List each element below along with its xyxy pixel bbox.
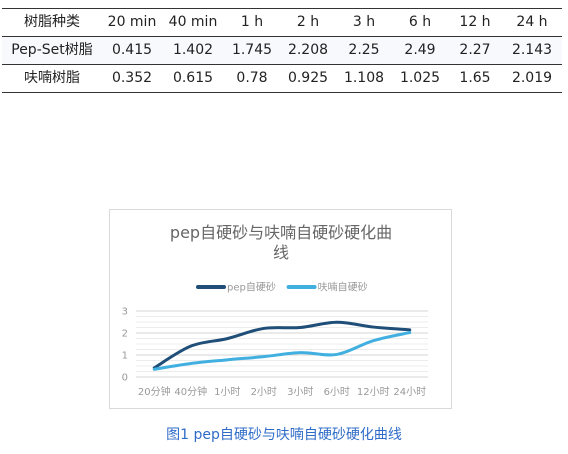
table-cell: 2.143 (511, 42, 553, 58)
series-line-1 (152, 331, 412, 371)
table-row: 呋喃树脂 0.352 0.615 0.78 0.925 1.108 1.025 … (2, 65, 562, 93)
x-tick-label: 3小时 (287, 386, 313, 398)
header-3h: 3 h (352, 14, 376, 30)
header-2h: 2 h (296, 14, 320, 30)
table-cell: 0.352 (111, 70, 153, 86)
table-row: Pep-Set树脂 0.415 1.402 1.745 2.208 2.25 2… (2, 36, 562, 65)
table-cell: 1.025 (399, 70, 441, 86)
table-cell: 2.208 (287, 42, 329, 58)
x-axis-ticks: 20分钟 40分钟 1小时 2小时 3小时 6小时 12小时 24小时 (138, 385, 426, 398)
chart-title-line: 线 (273, 243, 289, 262)
header-12h: 12 h (459, 14, 491, 30)
table-header-row: 树脂种类 20 min 40 min 1 h 2 h 3 h 6 h 12 h … (2, 8, 562, 37)
chart-title: pep自硬砂与呋喃自硬砂硬化曲线 (170, 223, 392, 262)
header-24h: 24 h (516, 14, 548, 30)
table-cell: 呋喃树脂 (24, 70, 80, 86)
x-tick-label: 1小时 (214, 386, 240, 398)
table-cell: 0.415 (111, 42, 153, 58)
chart-title-line: pep自硬砂与呋喃自硬砂硬化曲 (170, 223, 392, 242)
chart-series (152, 320, 412, 371)
table-cell: 0.615 (172, 70, 214, 86)
chart-grid (136, 310, 428, 378)
legend-label-0: pep自硬砂 (227, 281, 276, 294)
table-cell: Pep-Set树脂 (11, 42, 93, 58)
chart-legend: pep自硬砂 呋喃自硬砂 (196, 281, 368, 294)
y-tick-label: 3 (122, 307, 128, 318)
x-tick-label: 6小时 (324, 386, 350, 398)
y-tick-label: 0 (122, 373, 128, 384)
table-cell: 2.25 (348, 42, 380, 58)
resin-hardness-table: 树脂种类 20 min 40 min 1 h 2 h 3 h 6 h 12 h … (2, 8, 562, 93)
y-tick-label: 2 (122, 329, 128, 340)
header-6h: 6 h (408, 14, 432, 30)
table-cell: 0.78 (236, 70, 268, 86)
table-cell: 2.49 (404, 42, 436, 58)
table-cell: 1.745 (231, 42, 273, 58)
header-resin-type: 树脂种类 (24, 14, 80, 30)
x-tick-label: 2小时 (251, 386, 277, 398)
table-cell: 1.108 (343, 70, 385, 86)
table-cell: 2.019 (511, 70, 553, 86)
header-1h: 1 h (240, 14, 264, 30)
y-axis-ticks: 0 1 2 3 (122, 307, 128, 384)
chart-canvas: pep自硬砂与呋喃自硬砂硬化曲线 pep自硬砂 呋喃自硬砂 0 1 2 3 20分钟 40… (122, 223, 428, 398)
table-cell: 1.65 (459, 70, 491, 86)
y-tick-label: 1 (122, 351, 128, 362)
table-cell: 2.27 (459, 42, 491, 58)
x-tick-label: 24小时 (393, 386, 426, 398)
table-cell: 1.402 (172, 42, 214, 58)
x-tick-label: 20分钟 (138, 385, 171, 398)
figure-caption: 图1 pep自硬砂与呋喃自硬砂硬化曲线 (166, 427, 402, 443)
header-40min: 40 min (168, 14, 218, 30)
x-tick-label: 12小时 (357, 386, 390, 398)
x-tick-label: 40分钟 (174, 385, 207, 398)
header-20min: 20 min (107, 14, 157, 30)
hardening-curve-chart: pep自硬砂与呋喃自硬砂硬化曲线 pep自硬砂 呋喃自硬砂 0 1 2 3 20分钟 40… (109, 209, 452, 409)
table-cell: 0.925 (287, 70, 329, 86)
series-line-0 (152, 320, 412, 370)
legend-label-1: 呋喃自硬砂 (318, 281, 368, 294)
